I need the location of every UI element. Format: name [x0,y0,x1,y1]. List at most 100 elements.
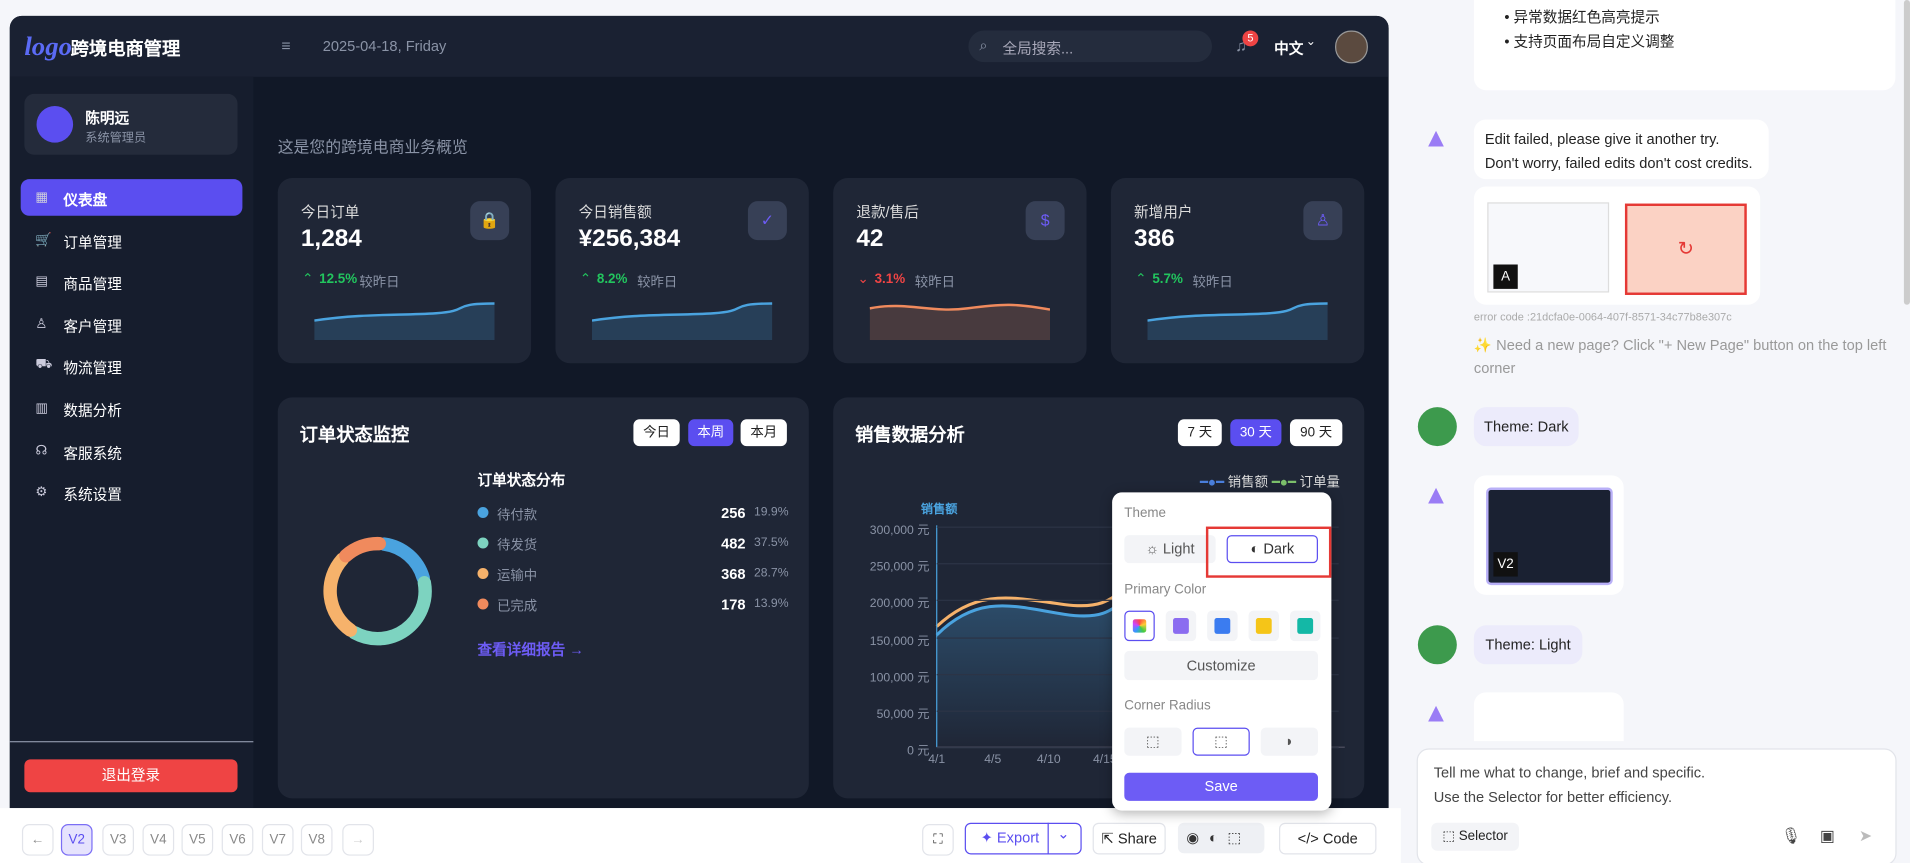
input-placeholder: Tell me what to change, brief and specif… [1433,764,1706,782]
legend-count: 256 [721,504,746,522]
version-button[interactable]: V2 [60,823,93,856]
theme-toggles[interactable]: ◉◐⬚ [1177,822,1265,854]
failed-thumbnail[interactable]: ↻ [1624,203,1747,295]
version-button[interactable]: V4 [142,823,175,856]
chevron: ⌄ [1305,35,1317,49]
menu-item[interactable]: 系统设置 [63,486,122,504]
menu-item[interactable]: 客户管理 [63,317,122,335]
y-tick-label: 250,000 元 [869,560,930,575]
color-swatch[interactable] [1124,610,1155,642]
y-axis-label: 销售额 [920,503,958,517]
app-title: 跨境电商管理 [70,39,181,60]
stat-icon: ✓ [747,201,787,241]
image-button[interactable]: ▣ [1819,826,1835,845]
legend-count: 482 [721,535,746,553]
user-avatar [1417,407,1457,447]
section-label: Theme [1124,505,1167,521]
version-button[interactable]: V6 [221,823,254,856]
report-link[interactable]: 查看详细报告 → [477,641,584,659]
menu-item[interactable]: 仪表盘 [63,191,108,209]
menu-item[interactable]: 客服系统 [63,444,122,462]
donut-segment[interactable] [323,552,358,637]
legend-pct: 37.5% [754,536,789,550]
customize-button[interactable]: Customize [1124,650,1318,681]
menu-item[interactable]: 数据分析 [63,402,122,420]
bullet-text: 异常数据红色高亮提示 [1513,8,1660,26]
color-swatch[interactable] [1248,610,1280,642]
avatar[interactable] [1335,30,1368,64]
button-label: Customize [1186,656,1256,675]
legend-count: 368 [721,565,746,583]
color-swatch[interactable] [1165,610,1197,642]
dark-button[interactable]: ◐ Dark [1226,535,1318,564]
legend-name: 已完成 [496,599,538,615]
change-arrow: ⌄ [857,271,869,287]
error-code: error code :21dcfa0e-0064-407f-8571-34c7… [1473,310,1732,324]
legend-dot [477,537,489,549]
stat-compare: 较昨日 [914,275,955,291]
change-arrow: ⌃ [1135,271,1147,287]
version-button[interactable]: V7 [261,823,294,856]
version-button[interactable]: V8 [300,823,333,856]
tab[interactable]: 30 天 [1230,419,1282,447]
divider [9,741,254,743]
menu-item[interactable]: 物流管理 [63,360,122,378]
save-button[interactable]: Save [1124,772,1318,801]
menu-item[interactable]: 订单管理 [63,233,122,251]
menu-active[interactable] [20,179,243,216]
tab[interactable]: 本周 [688,419,734,447]
color-swatch[interactable] [1207,610,1238,642]
y-tick-label: 50,000 元 [876,708,930,722]
language[interactable]: 中文 [1274,40,1304,58]
message-text: Don't worry, failed edits don't cost cre… [1484,154,1753,172]
stat-icon: 🔒 [470,201,510,241]
stat-compare: 较昨日 [637,275,678,291]
message-bubble: Theme: Light [1473,625,1583,665]
user-name: 陈明远 [85,109,130,127]
tab[interactable]: 今日 [633,419,680,447]
code-button[interactable]: </> Code [1279,822,1377,855]
dropdown[interactable]: ⌄ [1057,825,1070,843]
menu-toggle[interactable]: ≡ [281,36,291,55]
stat-icon: $ [1025,201,1065,241]
input-placeholder: Use the Selector for better efficiency. [1433,788,1673,806]
radius-option[interactable]: ⬚ [1192,727,1250,756]
version-button[interactable]: V5 [181,823,214,856]
stat-value: 386 [1134,225,1175,253]
menu-item[interactable]: 商品管理 [63,275,122,293]
legend-pct: 19.9% [754,505,789,520]
legend-pct: 28.7% [754,566,789,581]
export-button[interactable] [964,822,1082,855]
change-arrow: ⌃ [579,271,592,287]
radius-option[interactable]: ◗ [1260,727,1318,756]
bell[interactable]: ♫ [1235,36,1248,55]
radius-option[interactable]: ⬚ [1124,727,1182,756]
share-button[interactable]: ⇱ Share [1092,822,1166,855]
tab[interactable]: 7 天 [1177,419,1222,447]
user-avatar [36,106,74,143]
menu-icon: ♙ [35,316,48,332]
version-button[interactable]: V3 [102,823,134,856]
donut-segment[interactable] [347,576,432,646]
donut-segment[interactable] [377,537,430,585]
tab[interactable]: 90 天 [1289,419,1343,447]
stat-label: 今日销售额 [578,203,652,221]
ai-avatar: ▲ [1422,121,1450,153]
legend: ━●━ 销售额 ━●━ 订单量 [1199,475,1340,490]
color-swatch[interactable] [1289,610,1321,642]
section-label: Corner Radius [1124,698,1211,714]
fullscreen-button[interactable]: ⛶ [922,823,954,856]
divider [1047,822,1049,855]
mic-button[interactable]: 🎙 [1780,826,1801,845]
back-button[interactable]: ← [21,823,54,856]
logout-button[interactable]: 退出登录 [24,759,238,793]
tab[interactable]: 本月 [740,419,787,447]
panel-title: 订单状态监控 [299,425,410,447]
donut-segment[interactable] [339,536,386,563]
selector-button[interactable]: ⬚ Selector [1431,822,1519,851]
search-box[interactable] [968,30,1213,63]
light-button[interactable]: ☼ Light [1124,535,1216,564]
send-button[interactable]: ➤ [1858,826,1873,845]
forward-button[interactable]: → [342,823,374,856]
highlight-box [1205,526,1332,578]
